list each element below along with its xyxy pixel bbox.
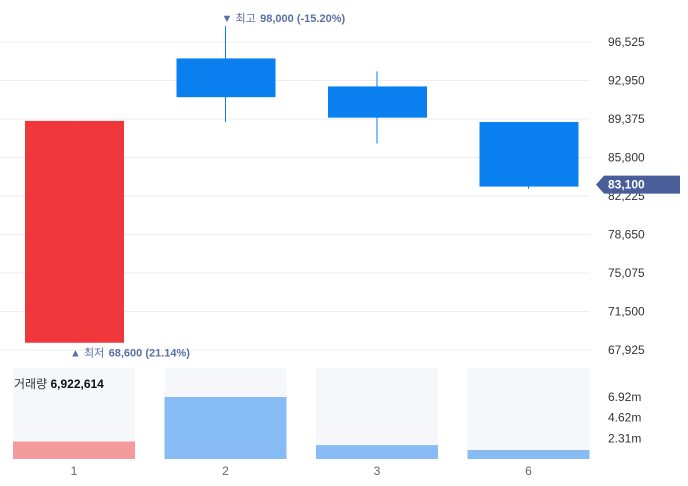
y-tick-label: 67,925 — [608, 343, 645, 357]
low-annotation-prefix: ▲ 최저 — [70, 347, 104, 360]
candle-body — [176, 58, 276, 98]
volume-tick-label: 4.62m — [608, 411, 641, 425]
volume-bar — [316, 445, 438, 459]
y-tick-label: 78,650 — [608, 228, 645, 242]
high-annotation-text: 98,000 (-15.20%) — [260, 13, 345, 25]
low-annotation-text: 68,600 (21.14%) — [109, 348, 191, 360]
current-price-tag-shape — [596, 175, 680, 194]
volume-bg — [467, 368, 590, 459]
volume-label-value: 6,922,614 — [50, 377, 104, 391]
x-tick-label: 1 — [71, 464, 78, 478]
high-annotation: ▼ 최고 98,000 (-15.20%) — [222, 9, 346, 26]
candle-body — [479, 121, 579, 187]
volume-bg — [316, 368, 438, 459]
volume-bar — [164, 397, 287, 459]
high-annotation-prefix: ▼ 최고 — [222, 12, 256, 25]
y-tick-label: 89,375 — [608, 112, 645, 126]
y-tick-label: 85,800 — [608, 151, 645, 165]
volume-axis-ticks: 6.92m 4.62m 2.31m — [608, 390, 641, 445]
y-tick-label: 92,950 — [608, 74, 645, 88]
x-axis-ticks: 1 2 3 6 — [71, 464, 533, 478]
x-tick-label: 3 — [374, 464, 381, 478]
volume-tick-label: 2.31m — [608, 431, 641, 445]
y-tick-label: 75,075 — [608, 266, 645, 280]
x-tick-label: 2 — [222, 464, 229, 478]
volume-bar — [467, 450, 590, 459]
current-price-tag: 83,100 — [596, 175, 680, 194]
volume-label: 거래량 6,922,614 — [14, 375, 104, 392]
volume-label-title: 거래량 — [14, 377, 48, 391]
candles — [25, 26, 579, 343]
low-annotation: ▲ 최저 68,600 (21.14%) — [70, 344, 190, 361]
y-tick-label: 71,500 — [608, 305, 645, 319]
annotations: ▼ 최고 98,000 (-15.20%) ▲ 최저 68,600 (21.14… — [70, 9, 346, 361]
x-tick-label: 6 — [525, 464, 532, 478]
candle-body — [328, 86, 427, 118]
y-axis-ticks: 96,52592,95089,37585,80082,22578,65075,0… — [608, 35, 645, 357]
candle-body — [25, 120, 124, 343]
current-price-label: 83,100 — [608, 178, 645, 192]
volume-bar — [13, 441, 135, 459]
volume-bars — [13, 397, 590, 459]
volume-tick-label: 6.92m — [608, 390, 641, 404]
y-tick-label: 96,525 — [608, 35, 645, 49]
